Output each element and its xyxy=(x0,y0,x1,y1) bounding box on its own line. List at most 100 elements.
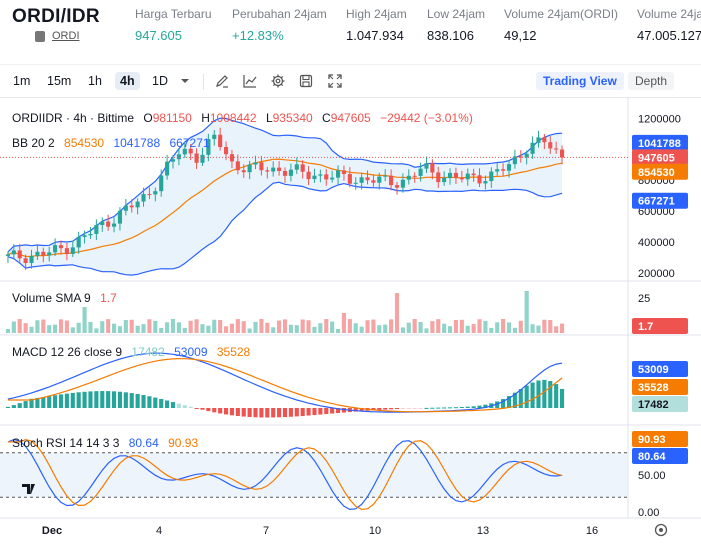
volume-bar xyxy=(377,325,382,333)
price-chart[interactable]: 1200000100000080000060000040000020000010… xyxy=(0,98,701,547)
macd-histogram-bar xyxy=(212,408,217,413)
gear-icon[interactable] xyxy=(270,73,286,89)
depth-button[interactable]: Depth xyxy=(628,72,675,90)
macd-histogram-bar xyxy=(341,408,347,413)
volume-bar xyxy=(229,323,235,333)
macd-histogram-bar xyxy=(518,389,523,408)
candle-body xyxy=(483,181,488,184)
volume-bar xyxy=(129,319,134,333)
macd-label: 53009 xyxy=(638,364,669,376)
macd-histogram-bar xyxy=(371,408,376,411)
macd-signal: 35528 xyxy=(216,345,251,359)
volume-bar xyxy=(153,320,158,333)
volume-bar xyxy=(64,320,69,333)
candle-body xyxy=(82,235,87,237)
volume-bar xyxy=(347,319,352,333)
candle-body xyxy=(436,172,441,183)
candle-body xyxy=(447,172,453,179)
volume-name: Volume SMA 9 xyxy=(12,291,91,305)
trading-view-button[interactable]: Trading View xyxy=(536,72,624,90)
chevron-down-icon[interactable] xyxy=(177,73,193,89)
candle-body xyxy=(241,170,246,173)
timeframe-1h[interactable]: 1h xyxy=(88,74,102,88)
tradingview-logo-mark xyxy=(22,484,35,494)
candle-body xyxy=(424,163,429,169)
volume-bar xyxy=(430,321,435,333)
candle-body xyxy=(111,223,117,227)
macd-histogram-bar xyxy=(524,385,529,408)
coin-link[interactable]: ORDI xyxy=(52,30,80,42)
chart-area[interactable]: 1200000100000080000060000040000020000010… xyxy=(0,98,701,547)
candle-body xyxy=(288,169,293,176)
bb-upper: 1041788 xyxy=(113,136,161,150)
stoch-k-line xyxy=(7,438,563,511)
chart-settings-icon xyxy=(654,523,668,537)
macd-histogram-bar xyxy=(412,408,417,409)
volume-bar xyxy=(53,324,58,333)
candle-body xyxy=(394,185,400,188)
volume-bar xyxy=(477,319,482,333)
volume-bar xyxy=(318,323,323,333)
macd-histogram-bar xyxy=(259,408,264,418)
candle-body xyxy=(259,162,264,171)
candle-body xyxy=(318,174,323,176)
volume-tick-label: 25 xyxy=(638,293,650,305)
macd-histogram-bar xyxy=(530,382,535,408)
stoch-d-line xyxy=(7,438,563,511)
timeframe-1d[interactable]: 1D xyxy=(152,74,168,88)
macd-histogram-bar xyxy=(147,396,152,408)
volume-value: 1.7 xyxy=(100,291,117,305)
stoch-legend: Stoch RSI 14 14 3 3 80.64 90.93 xyxy=(12,436,204,450)
macd-histogram-bar xyxy=(424,407,429,409)
macd-histogram-bar xyxy=(206,408,211,412)
pencil-icon[interactable] xyxy=(214,73,230,89)
candle-body xyxy=(442,178,447,183)
candle-body xyxy=(330,177,335,180)
volume-label: 1.7 xyxy=(638,321,653,333)
macd-histogram-bar xyxy=(459,406,464,408)
volume-bar xyxy=(371,319,376,333)
candle-body xyxy=(465,173,470,180)
macd-histogram-bar xyxy=(141,395,146,408)
timeframe-1m[interactable]: 1m xyxy=(13,74,31,88)
candle-body xyxy=(312,175,317,180)
candle-body xyxy=(359,177,364,183)
stat-last-price: Harga Terbaru 947.605 xyxy=(135,7,212,43)
coin-icon xyxy=(35,31,45,42)
bb-lower-line xyxy=(7,181,563,276)
symbol-label: ORDIIDR · 4h · Bittime xyxy=(12,111,135,125)
timeframe-4h[interactable]: 4h xyxy=(115,72,140,90)
macd-histogram-bar xyxy=(247,408,252,418)
macd-histogram-bar xyxy=(5,406,11,408)
macd-line xyxy=(7,352,563,413)
macd-histogram-bar xyxy=(512,392,517,408)
volume-bar xyxy=(35,320,40,333)
candle-body xyxy=(377,176,382,183)
candle-body xyxy=(11,250,16,255)
macd-histogram-bar xyxy=(229,408,235,416)
volume-bar xyxy=(11,321,16,333)
volume-bar xyxy=(353,323,358,333)
macd-histogram-bar xyxy=(135,393,140,408)
volume-bar xyxy=(312,326,317,333)
price-label-box xyxy=(632,149,688,166)
indicators-icon[interactable] xyxy=(242,73,258,89)
candle-body xyxy=(559,149,565,158)
macd-histogram-bar xyxy=(335,408,341,414)
volume-bar xyxy=(259,319,264,333)
timeframe-15m[interactable]: 15m xyxy=(47,74,72,88)
save-icon[interactable] xyxy=(298,73,314,89)
price-tick-label: 400000 xyxy=(638,237,675,249)
volume-bar xyxy=(176,322,181,333)
volume-bar xyxy=(235,319,240,333)
candle-body xyxy=(430,163,435,173)
fullscreen-icon[interactable] xyxy=(327,73,343,89)
candle-body xyxy=(147,194,152,196)
volume-bar xyxy=(29,326,34,333)
candle-body xyxy=(506,164,512,171)
macd-histogram-bar xyxy=(117,391,123,408)
price-label-box xyxy=(632,163,688,180)
volume-bar xyxy=(194,319,199,333)
candle-body xyxy=(412,175,417,177)
candle-body xyxy=(253,162,258,165)
